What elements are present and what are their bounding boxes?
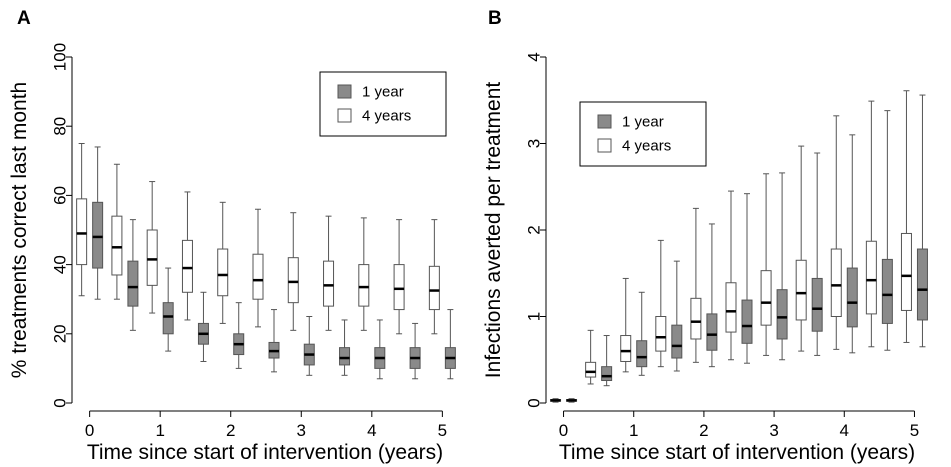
panel-b-box-4-years [760,270,772,326]
panel-b-box-4-years [900,232,912,311]
panel-b-legend-label-1-year: 1 year [622,114,664,131]
panel-b-x-tick-label: 1 [629,421,638,440]
panel-b-box-1-year [916,248,928,321]
panel-a-box-4-years [358,264,370,307]
panel-b-x-tick-label: 0 [559,421,568,440]
panel-a-x-tick-label: 2 [226,421,235,440]
panel-b-x-axis-label: Time since start of intervention (years) [559,441,915,464]
panel-b-box-1-year [706,313,718,351]
panel-a-y-tick-label: 80 [51,117,70,136]
panel-b-box-4-years [620,335,632,362]
panel-a-box-4-years [111,215,123,276]
panel-a-x-tick-label: 5 [438,421,447,440]
panel-b-box-1-year [846,267,858,328]
panel-a-box-1-year [339,347,351,366]
panel-a-x-tick-label: 4 [367,421,376,440]
panel-a-box-4-years [323,260,335,307]
panel-a-y-tick-label: 0 [51,398,70,407]
panel-a-box-1-year [127,260,139,307]
panel-b-legend-swatch-1-year [597,114,612,129]
panel-b-y-tick-label: 1 [525,312,544,321]
panel-b-box-4-years [830,248,842,317]
panel-b-x-tick-label: 3 [769,421,778,440]
panel-b-box-4-years [795,259,807,321]
panel-a-box-4-years [76,198,88,266]
panel-a-box-4-years [181,239,193,293]
panel-b-box-1-year [636,340,648,368]
panel-b-y-axis-label: Infections averted per treatment [482,82,505,379]
panel-b-box-4-years [690,297,702,340]
panel-b-box-1-year [671,324,683,359]
panel-b-y-tick-label: 4 [525,52,544,61]
panel-a-box-1-year [92,201,104,269]
panel-a-box-4-years [393,264,405,311]
panel-a-legend-label-4-years: 4 years [362,108,411,125]
panel-a-legend-swatch-1-year [337,84,352,99]
panel-b-x-tick-label: 4 [840,421,849,440]
panel-a-box-4-years [217,248,229,297]
panel-b-box-4-years [585,361,597,378]
panel-b-y-tick-label: 0 [525,398,544,407]
panel-a-x-tick-label: 0 [85,421,94,440]
panel-b-y-tick-label: 2 [525,225,544,234]
panel-a-plot-area: 0 20 40 60 80 100 0 1 2 3 4 5 1 year 4 years [51,43,456,440]
panel-a-y-axis-label: % treatments correct last month [8,82,31,378]
panel-b-legend-label-4-years: 4 years [622,138,671,155]
panel-b-x-tick-label: 5 [910,421,919,440]
panel-a-box-4-years [146,229,158,286]
panel-a-x-axis-label: Time since start of intervention (years) [87,441,443,464]
panel-b-box-1-year [881,258,893,324]
panel-a-legend-swatch-4-years [337,108,352,123]
panel-a-letter: A [17,8,31,29]
panel-b-y-tick-label: 3 [525,139,544,148]
panel-a-y-tick-label: 20 [51,324,70,343]
panel-b-box-1-year [601,366,613,382]
panel-a-x-tick-label: 1 [155,421,164,440]
panel-b-legend-swatch-4-years [597,138,612,153]
panel-a-y-tick-label: 60 [51,186,70,205]
panel-a-box-1-year [162,302,174,335]
panel-a-legend-box [319,71,447,137]
panel-a-x-tick-label: 3 [297,421,306,440]
panel-b-box-1-year [741,299,753,344]
panel-a-box-4-years [252,253,264,300]
panel-a-box-4-years [428,265,440,311]
panel-b-x-tick-label: 2 [699,421,708,440]
panel-a: A 0 20 40 60 80 100 0 1 2 3 4 5 1 year 4 years Time s… [8,8,456,464]
panel-b-letter: B [488,8,502,29]
panel-b-box-4-years [865,240,877,315]
panel-a-y-tick-label: 40 [51,255,70,274]
panel-b-legend-box [579,101,707,167]
panel-a-y-tick-label: 100 [51,43,70,71]
panel-b-box-4-years [725,282,737,333]
panel-b-box-4-years [655,316,667,352]
panel-b-box-1-year [811,277,823,332]
panel-b: B 0 1 2 3 4 0 1 2 3 4 5 1 year 4 years Time since st… [482,8,928,464]
panel-a-box-4-years [287,257,299,304]
panel-b-box-1-year [776,289,788,340]
panel-a-legend-label-1-year: 1 year [362,84,404,101]
panel-b-plot-area: 0 1 2 3 4 0 1 2 3 4 5 1 year 4 years [525,52,928,440]
